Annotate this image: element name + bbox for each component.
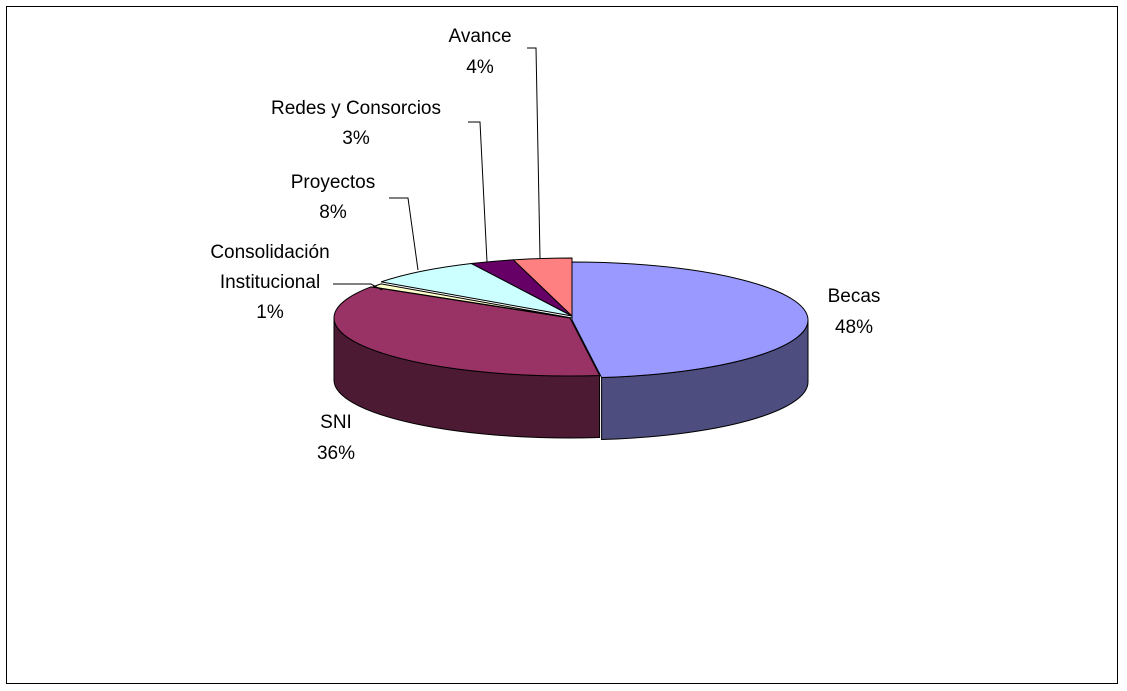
label-value-sni: 36%: [317, 443, 355, 464]
slice-proyectos: [380, 263, 573, 317]
label-name-sni: SNI: [320, 412, 352, 433]
label-name-avance: Avance: [448, 26, 511, 47]
label-name-becas: Becas: [828, 286, 881, 307]
leader-consolidacion: [333, 283, 383, 291]
label-value-consolidacion: 1%: [256, 302, 284, 323]
label-value-redes: 3%: [342, 128, 370, 149]
label-name-consolidacion-line1: Consolidación: [210, 242, 329, 263]
slice-consolidacion: [370, 283, 573, 319]
leader-lines: [333, 47, 541, 291]
label-value-becas: 48%: [835, 317, 873, 338]
leader-avance: [527, 47, 541, 259]
slice-sni: [333, 286, 601, 377]
data-labels: Becas 48% SNI 36% Consolidación Instituc…: [210, 26, 880, 464]
slice-becas: [571, 261, 809, 379]
leader-proyectos: [389, 197, 419, 271]
label-value-avance: 4%: [466, 57, 494, 78]
label-name-consolidacion-line2: Institucional: [220, 272, 320, 293]
label-name-proyectos: Proyectos: [291, 172, 375, 193]
leader-redes: [468, 121, 488, 263]
slice-avance: [512, 257, 573, 318]
label-name-redes: Redes y Consorcios: [271, 98, 441, 119]
label-value-proyectos: 8%: [319, 202, 347, 223]
pie-top-layer: [333, 257, 809, 379]
